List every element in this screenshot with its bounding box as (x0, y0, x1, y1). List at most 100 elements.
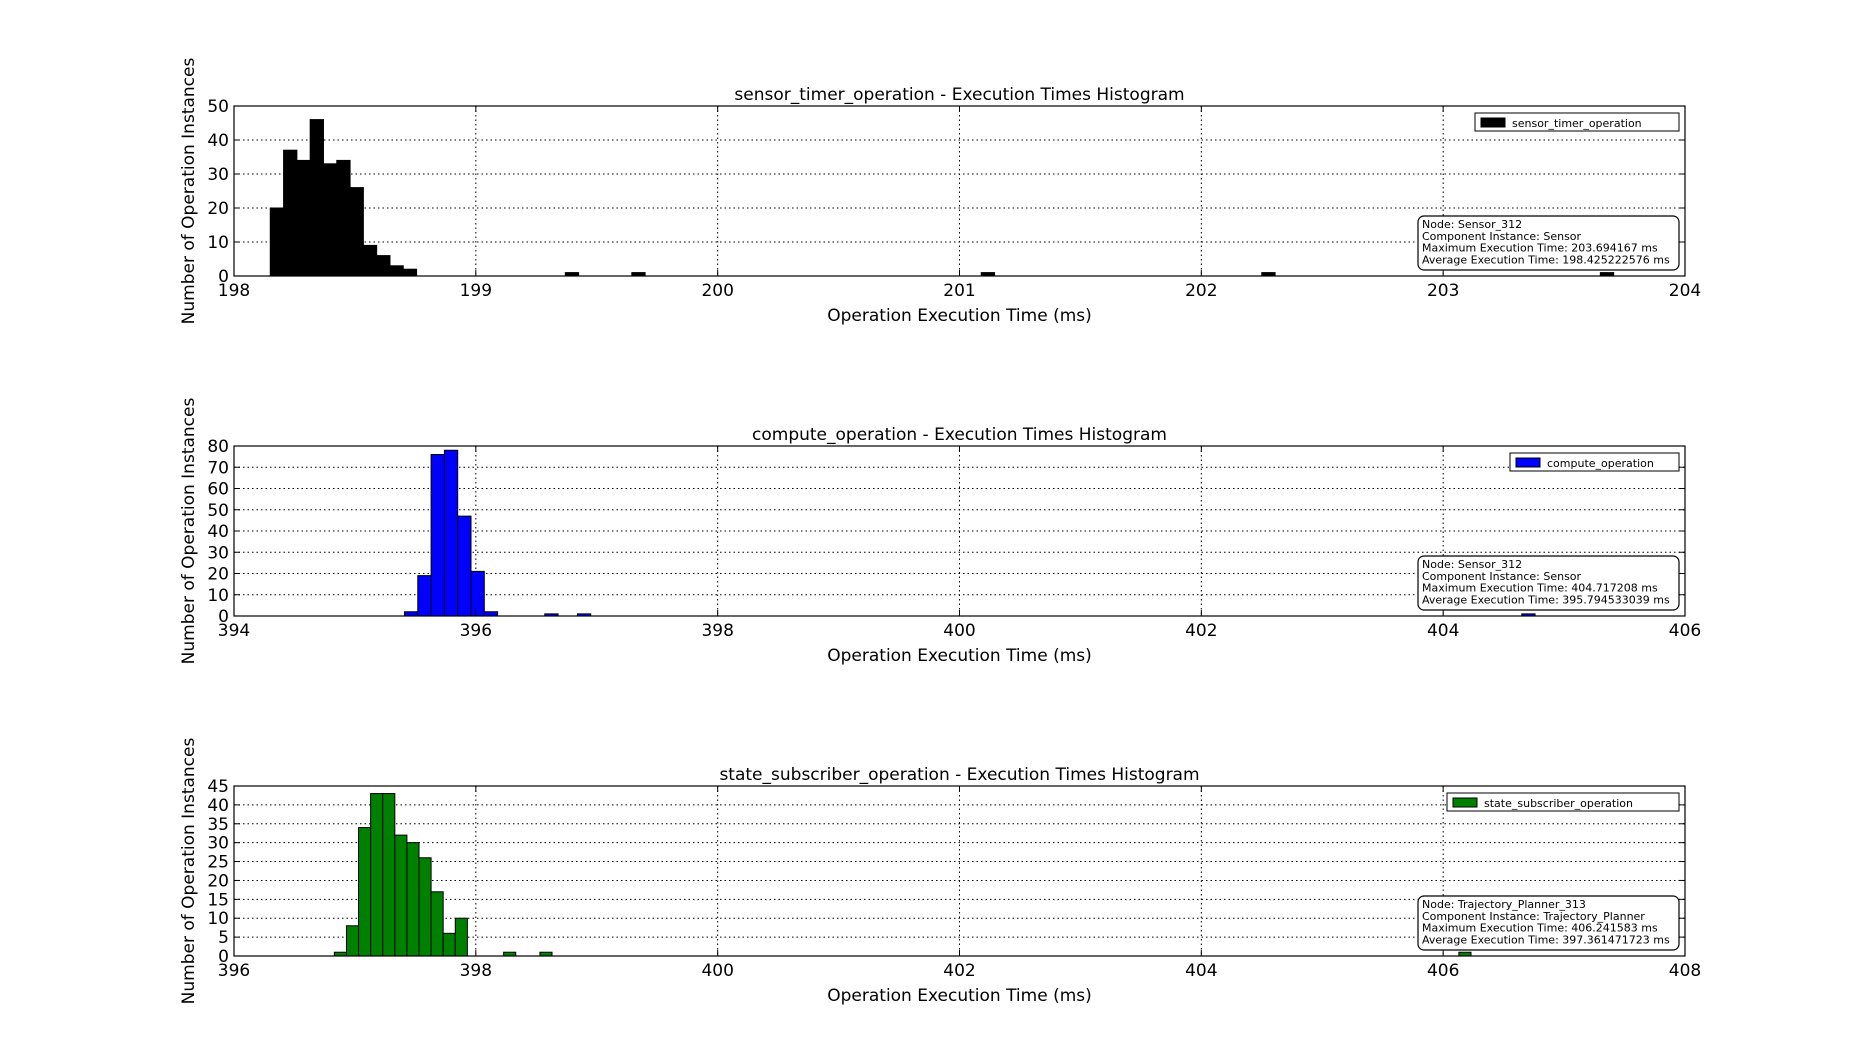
y-axis-label: Number of Operation Instances (179, 398, 199, 665)
histogram-bar (430, 454, 445, 617)
y-tick-label: 15 (207, 890, 229, 910)
info-box-line: Maximum Execution Time: 404.717208 ms (1422, 582, 1658, 595)
legend-label: sensor_timer_operation (1512, 117, 1642, 130)
y-tick-label: 10 (207, 233, 229, 253)
x-tick-label: 406 (1669, 621, 1701, 641)
x-tick-label: 200 (701, 281, 733, 301)
histogram-bar (358, 827, 372, 957)
legend-label: state_subscriber_operation (1484, 797, 1633, 810)
info-box-line: Maximum Execution Time: 203.694167 ms (1422, 242, 1658, 255)
x-tick-label: 201 (943, 281, 975, 301)
histogram-bar (322, 163, 338, 277)
x-tick-label: 400 (943, 621, 975, 641)
x-tick-label: 203 (1427, 281, 1459, 301)
y-tick-label: 35 (207, 815, 229, 835)
y-tick-label: 0 (218, 267, 229, 287)
histogram-bar (403, 611, 419, 617)
y-tick-label: 40 (207, 131, 229, 151)
y-tick-label: 20 (207, 871, 229, 891)
legend: compute_operation (1509, 452, 1680, 472)
info-box-line: Maximum Execution Time: 406.241583 ms (1422, 922, 1658, 935)
legend-box (1446, 792, 1680, 812)
histogram-bar (336, 159, 351, 277)
x-tick-label: 402 (943, 961, 975, 981)
info-box-line: Node: Sensor_312 (1422, 558, 1522, 571)
histogram-bar (283, 149, 298, 277)
histogram-bar (483, 611, 499, 617)
histogram-bar (382, 793, 396, 957)
x-axis-label: Operation Execution Time (ms) (827, 986, 1092, 1006)
legend-box (1509, 452, 1680, 472)
x-tick-label: 204 (1669, 281, 1701, 301)
info-box-line: Average Execution Time: 395.794533039 ms (1422, 593, 1670, 606)
y-tick-label: 25 (207, 853, 229, 873)
histogram-bar (418, 857, 432, 957)
histogram-bar (349, 187, 364, 277)
y-tick-label: 10 (207, 586, 229, 606)
x-tick-label: 394 (218, 621, 250, 641)
legend-swatch (1515, 457, 1541, 468)
y-tick-label: 5 (218, 928, 229, 948)
info-box-line: Component Instance: Trajectory_Planner (1422, 910, 1645, 923)
y-tick-label: 20 (207, 199, 229, 219)
x-tick-label: 402 (1185, 621, 1217, 641)
legend: state_subscriber_operation (1446, 792, 1680, 812)
info-box-line: Average Execution Time: 198.425222576 ms (1422, 253, 1670, 266)
y-tick-label: 60 (207, 480, 229, 500)
x-tick-label: 202 (1185, 281, 1217, 301)
x-tick-label: 406 (1427, 961, 1459, 981)
info-box-line: Average Execution Time: 397.361471723 ms (1422, 933, 1670, 946)
chart-title: sensor_timer_operation - Execution Times… (734, 85, 1184, 105)
histogram-bar (406, 842, 420, 957)
x-tick-label: 400 (701, 961, 733, 981)
y-tick-label: 30 (207, 834, 229, 854)
legend: sensor_timer_operation (1474, 112, 1680, 132)
chart-title: state_subscriber_operation - Execution T… (719, 765, 1199, 785)
legend-box (1474, 112, 1680, 132)
info-box-line: Component Instance: Sensor (1422, 570, 1582, 583)
histogram-bar (454, 917, 468, 957)
histogram-bar (296, 159, 311, 277)
y-axis-label: Number of Operation Instances (179, 58, 199, 325)
x-tick-label: 398 (701, 621, 733, 641)
y-tick-label: 0 (218, 947, 229, 967)
histogram-bar (443, 449, 459, 617)
histogram-bar (430, 891, 444, 957)
legend-label: compute_operation (1547, 457, 1654, 470)
legend-swatch (1480, 117, 1506, 128)
y-tick-label: 40 (207, 522, 229, 542)
x-axis-label: Operation Execution Time (ms) (827, 306, 1092, 326)
y-tick-label: 50 (207, 97, 229, 117)
info-box-line: Node: Trajectory_Planner_313 (1422, 898, 1586, 911)
legend-swatch (1452, 797, 1478, 808)
histogram-bar (394, 834, 408, 957)
chart-title: compute_operation - Execution Times Hist… (752, 425, 1167, 445)
y-tick-label: 20 (207, 565, 229, 585)
y-tick-label: 50 (207, 501, 229, 521)
info-box-line: Component Instance: Sensor (1422, 230, 1582, 243)
info-box-line: Node: Sensor_312 (1422, 218, 1522, 231)
histogram-bar (402, 268, 418, 277)
x-tick-label: 198 (218, 281, 250, 301)
histogram-bar (376, 255, 391, 277)
histogram-bar (370, 793, 384, 957)
x-tick-label: 398 (460, 961, 492, 981)
y-tick-label: 30 (207, 165, 229, 185)
info-box-frame (1417, 895, 1680, 951)
y-tick-label: 80 (207, 437, 229, 457)
histogram-bar (442, 932, 456, 957)
histogram-bar (362, 244, 378, 277)
y-tick-label: 45 (207, 777, 229, 797)
x-tick-label: 199 (460, 281, 492, 301)
x-tick-label: 404 (1427, 621, 1459, 641)
y-tick-label: 40 (207, 796, 229, 816)
histogram-bar (269, 207, 285, 277)
y-tick-label: 70 (207, 458, 229, 478)
y-tick-label: 30 (207, 543, 229, 563)
